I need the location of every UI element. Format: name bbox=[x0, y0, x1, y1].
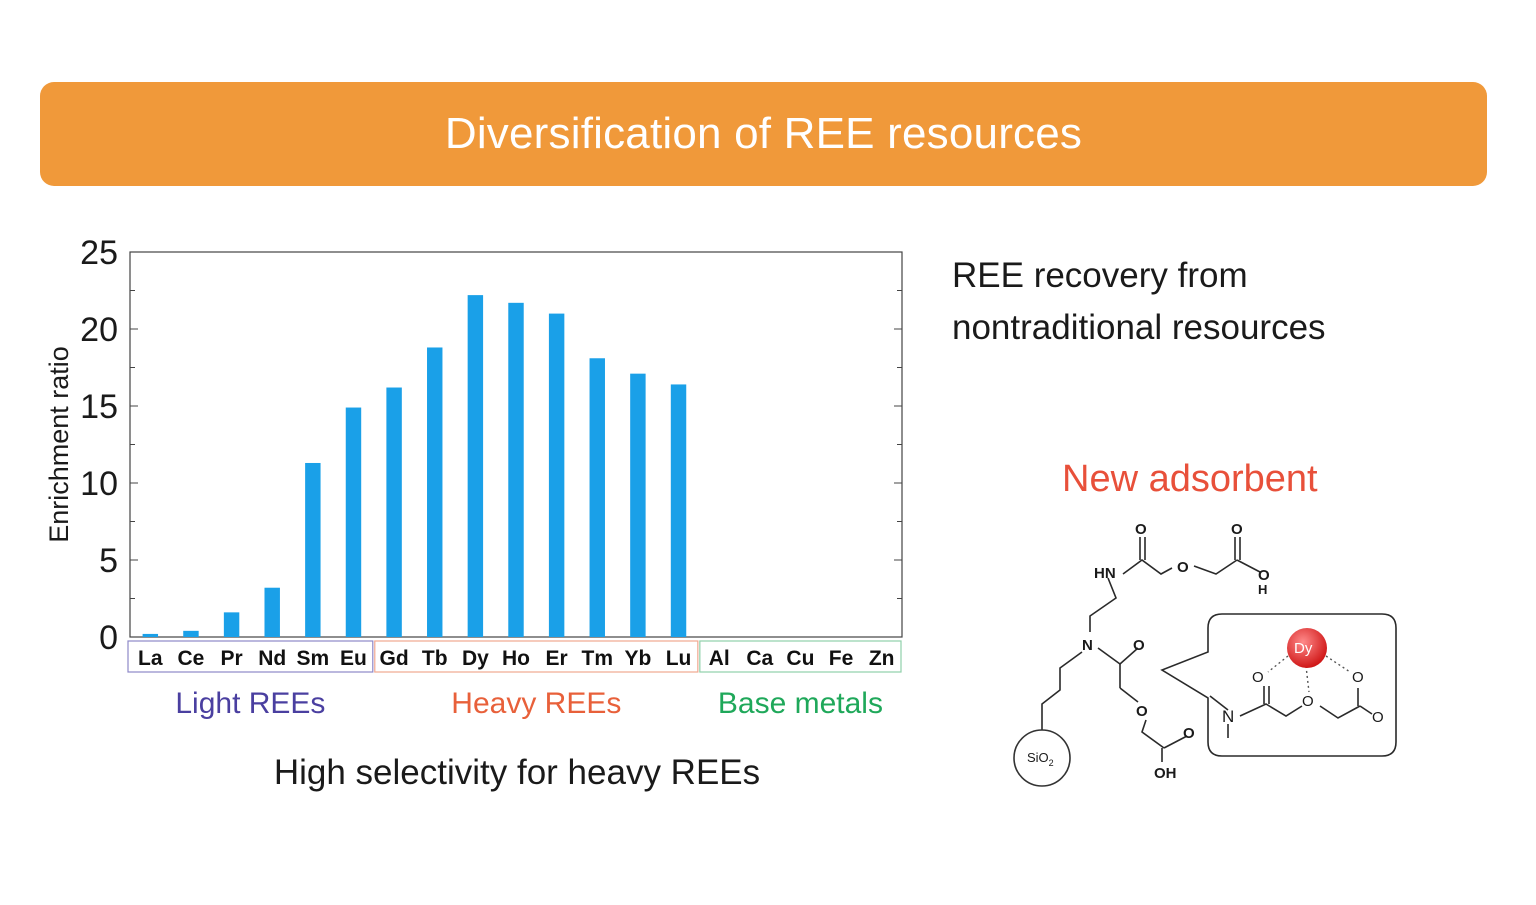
label-hn: HN bbox=[1094, 565, 1116, 582]
group-box-2 bbox=[699, 640, 902, 673]
x-tick-label: Al bbox=[709, 647, 730, 670]
x-tick-label: Sm bbox=[296, 647, 329, 670]
recovery-line-2: nontraditional resources bbox=[952, 308, 1326, 347]
group-label: Light REEs bbox=[175, 687, 325, 720]
label-o-box: O bbox=[1252, 669, 1264, 686]
label-n: N bbox=[1082, 637, 1093, 654]
label-o: O bbox=[1177, 559, 1189, 576]
y-tick-label: 25 bbox=[80, 234, 118, 272]
new-adsorbent-label: New adsorbent bbox=[1062, 458, 1318, 500]
bar-dy bbox=[467, 295, 484, 637]
x-tick-label: Yb bbox=[624, 647, 651, 670]
y-tick-label: 5 bbox=[99, 542, 118, 580]
label-o-box: O bbox=[1302, 693, 1314, 710]
x-tick-label: Fe bbox=[829, 647, 854, 670]
label-o: O bbox=[1135, 521, 1147, 538]
x-tick-label: Ho bbox=[502, 647, 530, 670]
y-tick-label: 20 bbox=[80, 311, 118, 349]
label-n-box: N bbox=[1222, 707, 1234, 726]
bar-eu bbox=[345, 407, 362, 637]
bar-lu bbox=[670, 384, 687, 637]
adsorbent-structure-diagram: HN O O O O H N O O O OH SiO2 N O O O O D… bbox=[1013, 521, 1397, 787]
y-tick-label: 0 bbox=[99, 619, 118, 657]
bar-ho bbox=[508, 302, 524, 637]
bar-gd bbox=[386, 387, 402, 637]
group-label: Heavy REEs bbox=[451, 687, 621, 720]
x-tick-label: Tb bbox=[422, 647, 448, 670]
bar-la bbox=[142, 633, 159, 637]
x-tick-label: Dy bbox=[462, 647, 489, 670]
title-banner: Diversification of REE resources bbox=[40, 82, 1487, 186]
label-o: O bbox=[1136, 703, 1148, 720]
label-h: H bbox=[1258, 582, 1267, 597]
enrichment-bar-chart: 0 5 10 15 20 25 Enrichment ratio Light REEs Heav… bbox=[44, 234, 903, 792]
bar-tm bbox=[589, 358, 605, 637]
coordination-bonds bbox=[1267, 655, 1351, 693]
x-tick-label: Cu bbox=[786, 647, 814, 670]
y-tick-label: 15 bbox=[80, 388, 118, 426]
molecule-labels: HN O O O O H N O O O OH SiO2 N O O O O D… bbox=[1027, 521, 1384, 782]
label-oh: OH bbox=[1154, 765, 1177, 782]
dysprosium-ion bbox=[1287, 628, 1327, 668]
x-tick-label: Nd bbox=[258, 647, 286, 670]
x-tick-label: Er bbox=[546, 647, 568, 670]
group-box-0 bbox=[127, 640, 374, 673]
x-tick-label: Gd bbox=[380, 647, 409, 670]
x-tick-label: Pr bbox=[220, 647, 242, 670]
x-tick-label: Lu bbox=[666, 647, 692, 670]
label-o: O bbox=[1133, 637, 1145, 654]
molecule-bonds bbox=[1041, 537, 1397, 762]
bar-yb bbox=[630, 373, 646, 637]
group-label: Base metals bbox=[718, 687, 883, 720]
label-o-box: O bbox=[1372, 709, 1384, 726]
chart-caption: High selectivity for heavy REEs bbox=[274, 753, 760, 792]
x-tick-label: La bbox=[138, 647, 163, 670]
bar-tb bbox=[427, 347, 443, 637]
x-tick-label: Tm bbox=[582, 647, 614, 670]
bar-ce bbox=[183, 630, 199, 637]
label-sio2: SiO2 bbox=[1027, 750, 1054, 768]
y-tick-label: 10 bbox=[80, 465, 118, 503]
y-axis-label: Enrichment ratio bbox=[44, 346, 74, 543]
label-o: O bbox=[1231, 521, 1243, 538]
x-tick-label: Zn bbox=[869, 647, 895, 670]
label-o: O bbox=[1258, 567, 1270, 584]
x-tick-label: Eu bbox=[340, 647, 367, 670]
x-tick-label: Ca bbox=[746, 647, 773, 670]
banner-title: Diversification of REE resources bbox=[444, 109, 1083, 158]
x-tick-label: Ce bbox=[178, 647, 205, 670]
recovery-line-1: REE recovery from bbox=[952, 256, 1248, 295]
label-o: O bbox=[1183, 725, 1195, 742]
silica-support-circle bbox=[1013, 729, 1071, 787]
bar-nd bbox=[264, 587, 280, 637]
label-o-box: O bbox=[1352, 669, 1364, 686]
bar-sm bbox=[305, 462, 321, 637]
label-dy: Dy bbox=[1294, 640, 1313, 657]
bar-er bbox=[548, 313, 565, 637]
bar-pr bbox=[223, 612, 240, 637]
recovery-text: REE recovery from nontraditional resourc… bbox=[952, 250, 1326, 354]
group-box-1 bbox=[374, 640, 699, 673]
